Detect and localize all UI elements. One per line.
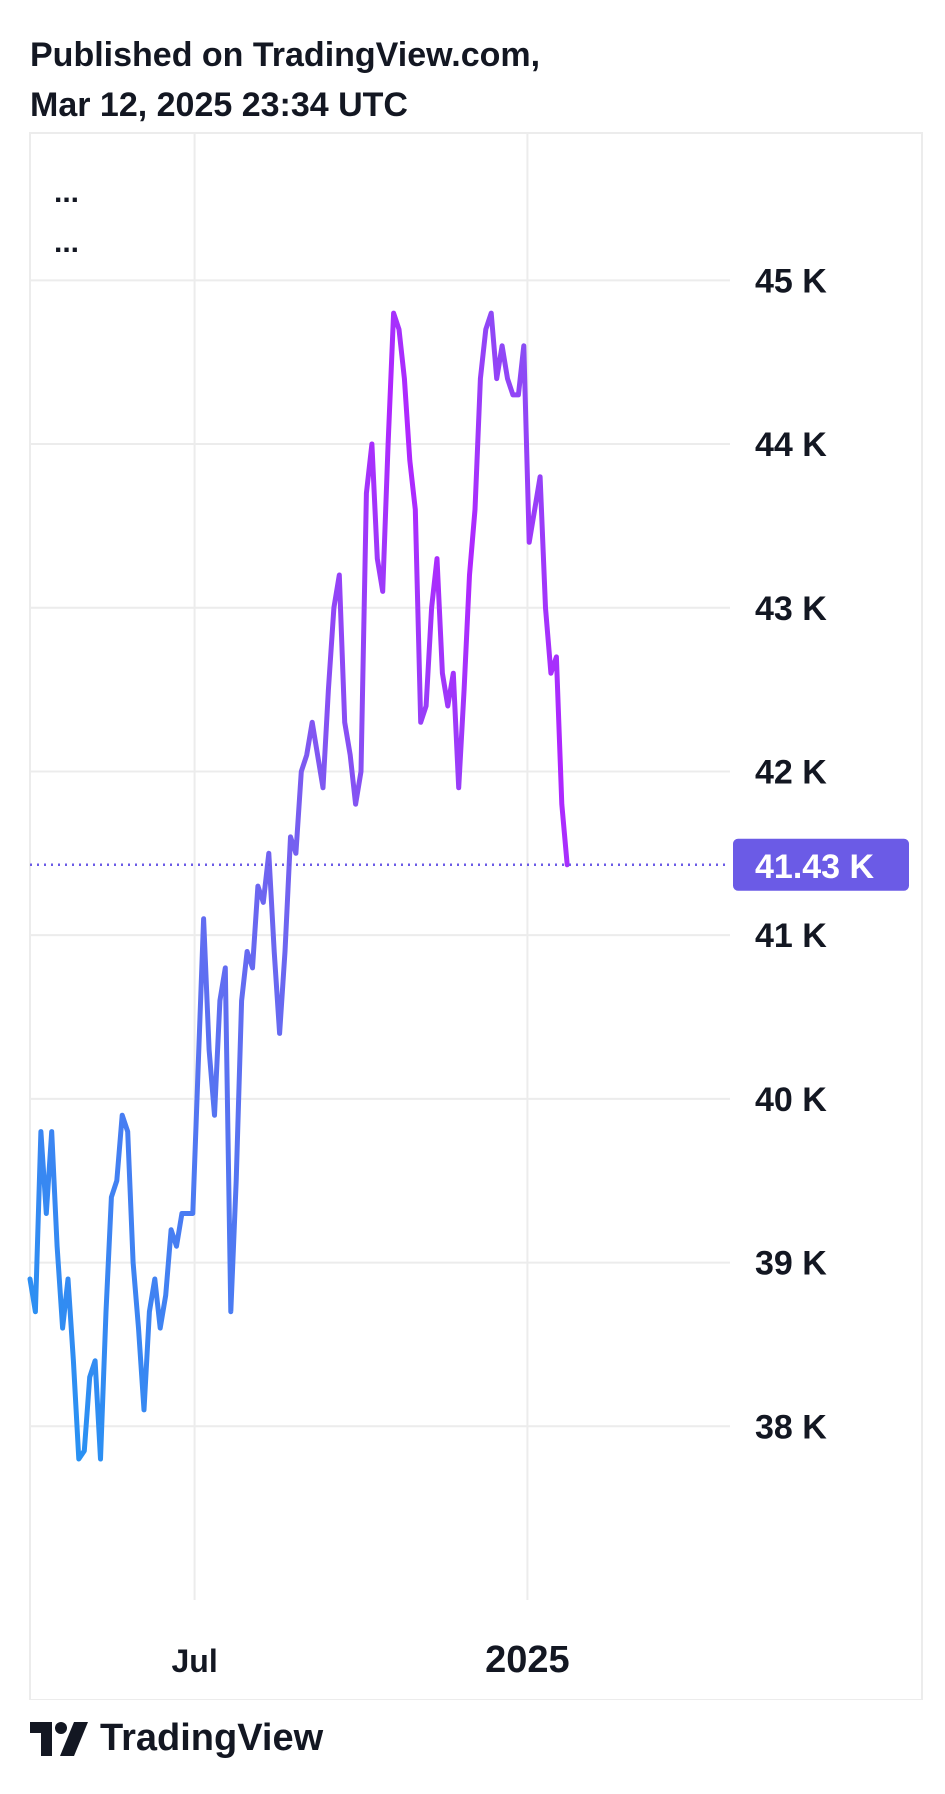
price-series-line xyxy=(27,310,570,1462)
published-line-2: Mar 12, 2025 23:34 UTC xyxy=(30,86,408,124)
x-tick-label: Jul xyxy=(171,1643,217,1679)
tradingview-logo-icon xyxy=(30,1721,88,1756)
y-tick-label: 38 K xyxy=(755,1408,827,1446)
legend-row-2[interactable]: ... xyxy=(54,226,80,259)
y-tick-label: 39 K xyxy=(755,1245,827,1283)
x-tick-label: 2025 xyxy=(485,1639,570,1681)
chart-frame xyxy=(29,132,923,1700)
brand-footer[interactable]: TradingView xyxy=(30,1717,323,1760)
y-tick-label: 40 K xyxy=(755,1081,827,1119)
y-tick-label: 44 K xyxy=(755,426,827,464)
y-tick-label: 43 K xyxy=(755,590,827,628)
price-chart[interactable]: 45 K 44 K 43 K 42 K 41 K 40 K 39 K 38 K Jul 2025 4… xyxy=(0,0,945,1700)
last-price-badge xyxy=(733,838,909,891)
y-tick-label: 42 K xyxy=(755,753,827,791)
y-tick-label: 45 K xyxy=(755,262,827,300)
legend-row-1[interactable]: ... xyxy=(54,176,80,209)
y-tick-label: 41 K xyxy=(755,917,827,955)
published-caption: Published on TradingView.com, Mar 12, 20… xyxy=(30,30,540,130)
brand-name: TradingView xyxy=(100,1717,324,1759)
last-price-label: 41.43 K xyxy=(755,848,875,886)
published-line-1: Published on TradingView.com, xyxy=(30,36,541,74)
